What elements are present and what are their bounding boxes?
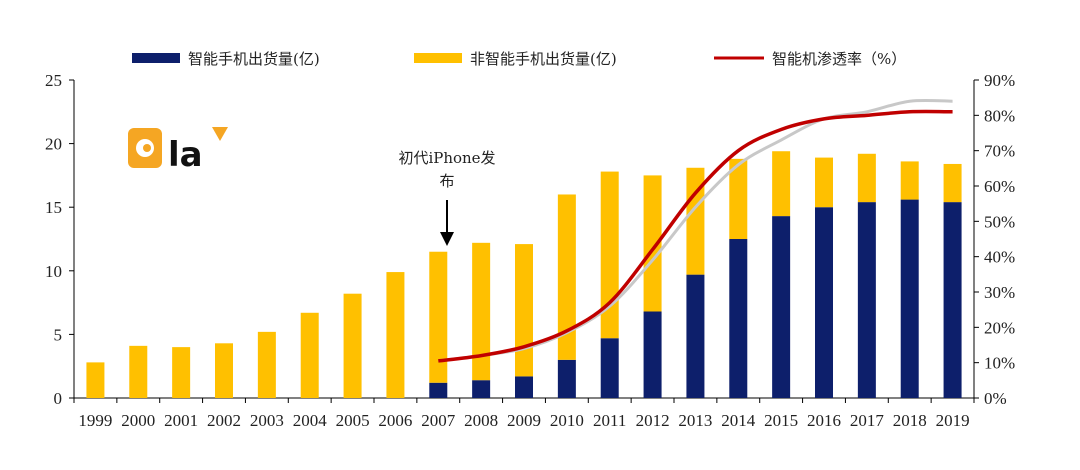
- lines: [438, 98, 953, 363]
- bar-smartphone: [729, 239, 748, 398]
- logo-accent-icon: [212, 127, 228, 141]
- legend-swatch-smartphone: [132, 53, 180, 63]
- legend-label-penetration: 智能机渗透率（%）: [772, 50, 906, 68]
- y-right-tick-label: 30%: [984, 283, 1015, 302]
- y-right-tick-label: 80%: [984, 106, 1015, 125]
- y-left-tick-label: 20: [45, 135, 62, 154]
- x-tick-label: 2000: [121, 411, 155, 430]
- x-tick-label: 2014: [721, 411, 756, 430]
- x-tick-label: 2016: [807, 411, 841, 430]
- bar-smartphone: [515, 376, 533, 398]
- y-right-tick-label: 50%: [984, 212, 1015, 231]
- x-tick-label: 2007: [421, 411, 456, 430]
- x-tick-label: 1999: [78, 411, 112, 430]
- y-left-tick-label: 0: [54, 389, 63, 408]
- x-tick-label: 2008: [464, 411, 498, 430]
- axes: 0 5 10 15 20 25 0% 10% 20% 30% 40% 50% 60% 70% 80% 90% 1…: [45, 71, 1015, 430]
- bar-feature-phone: [172, 347, 191, 398]
- bar-feature-phone: [129, 345, 148, 398]
- bar-smartphone: [557, 359, 576, 398]
- bar-feature-phone: [815, 157, 833, 208]
- bar-feature-phone: [386, 272, 405, 398]
- x-tick-label: 2017: [850, 411, 885, 430]
- x-tick-label: 2015: [764, 411, 798, 430]
- bar-feature-phone: [472, 242, 491, 381]
- bar-smartphone: [857, 202, 876, 398]
- x-tick-label: 2018: [893, 411, 927, 430]
- x-tick-label: 2011: [593, 411, 626, 430]
- logo-dot-icon: [143, 144, 151, 152]
- bar-smartphone: [772, 216, 791, 398]
- y-right-tick-label: 70%: [984, 142, 1015, 161]
- y-left-tick-label: 5: [54, 325, 63, 344]
- bar-feature-phone: [772, 151, 791, 217]
- bar-smartphone: [643, 311, 662, 398]
- x-tick-label: 2009: [507, 411, 541, 430]
- bar-feature-phone: [643, 175, 662, 312]
- y-right-tick-label: 10%: [984, 354, 1015, 373]
- logo: la: [128, 127, 228, 175]
- x-tick-label: 2013: [678, 411, 712, 430]
- y-left-tick-label: 10: [45, 262, 62, 281]
- bar-feature-phone: [257, 331, 276, 398]
- bar-smartphone: [815, 207, 833, 398]
- legend-swatch-feature-phone: [414, 53, 462, 63]
- bar-smartphone: [600, 338, 619, 398]
- bar-feature-phone: [215, 343, 233, 398]
- bar-feature-phone: [343, 293, 362, 398]
- y-right-tick-label: 60%: [984, 177, 1015, 196]
- x-tick-label: 2004: [293, 411, 328, 430]
- logo-text: la: [168, 135, 203, 175]
- legend-label-feature-phone: 非智能手机出货量(亿): [470, 50, 617, 68]
- y-right-tick-label: 20%: [984, 318, 1015, 337]
- x-tick-label: 2003: [250, 411, 284, 430]
- x-tick-label: 2010: [550, 411, 584, 430]
- annotation-arrow-head-icon: [440, 232, 454, 246]
- y-right-tick-label: 40%: [984, 248, 1015, 267]
- bar-feature-phone: [600, 171, 619, 339]
- x-tick-label: 2019: [936, 411, 970, 430]
- bar-feature-phone: [515, 244, 533, 377]
- bar-feature-phone: [300, 312, 319, 398]
- bar-feature-phone: [857, 153, 876, 203]
- annotation-line-2: 布: [439, 172, 454, 190]
- legend-label-smartphone: 智能手机出货量(亿): [188, 50, 320, 68]
- bar-feature-phone: [686, 167, 705, 275]
- bar-feature-phone: [900, 161, 919, 200]
- bar-feature-phone: [429, 251, 448, 383]
- bar-feature-phone: [86, 362, 105, 398]
- annotation-line-1: 初代iPhone发: [398, 149, 495, 167]
- annotation: 初代iPhone发 布: [398, 149, 496, 246]
- bar-smartphone: [900, 199, 919, 398]
- y-right-tick-label: 90%: [984, 71, 1015, 90]
- legend: 智能手机出货量(亿) 非智能手机出货量(亿) 智能机渗透率（%）: [132, 50, 906, 68]
- x-tick-label: 2006: [378, 411, 412, 430]
- y-left-tick-label: 25: [45, 71, 62, 90]
- bar-feature-phone: [557, 194, 576, 360]
- x-tick-label: 2001: [164, 411, 198, 430]
- bar-smartphone: [686, 274, 705, 398]
- bar-feature-phone: [729, 158, 748, 239]
- bars: [86, 151, 962, 398]
- x-tick-label: 2012: [636, 411, 670, 430]
- y-right-tick-label: 0%: [984, 389, 1007, 408]
- bar-smartphone: [429, 382, 448, 398]
- bar-smartphone: [943, 202, 962, 398]
- x-tick-label: 2002: [207, 411, 241, 430]
- bar-smartphone: [472, 380, 491, 398]
- x-tick-label: 2005: [336, 411, 370, 430]
- y-left-tick-label: 15: [45, 198, 62, 217]
- line-penetration: [438, 109, 953, 363]
- bar-feature-phone: [943, 163, 962, 203]
